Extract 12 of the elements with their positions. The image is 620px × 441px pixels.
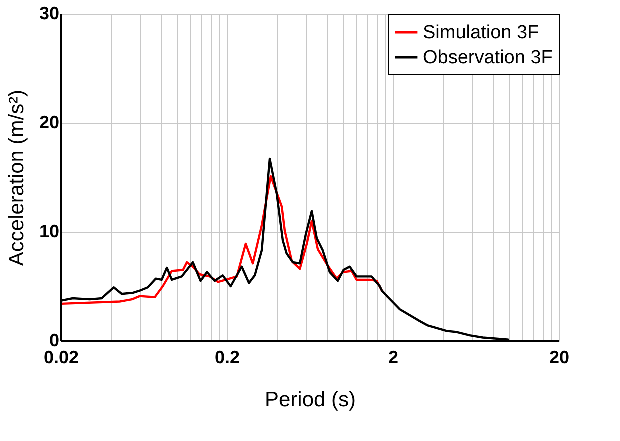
legend-label: Observation 3F bbox=[423, 48, 553, 68]
y-axis-title: Acceleration (m/s²) bbox=[5, 90, 28, 266]
y-tick-label: 0 bbox=[49, 330, 60, 350]
x-tick-label: 0.2 bbox=[214, 348, 240, 368]
x-tick-label: 20 bbox=[549, 348, 570, 368]
x-axis-title: Period (s) bbox=[264, 388, 356, 412]
legend-label: Simulation 3F bbox=[423, 22, 540, 44]
y-tick-label: 20 bbox=[39, 112, 60, 132]
y-tick-label: 10 bbox=[39, 222, 60, 242]
x-tick-label: 2 bbox=[388, 348, 399, 368]
y-tick-label: 30 bbox=[39, 4, 60, 24]
x-tick-label: 0.02 bbox=[44, 348, 80, 368]
